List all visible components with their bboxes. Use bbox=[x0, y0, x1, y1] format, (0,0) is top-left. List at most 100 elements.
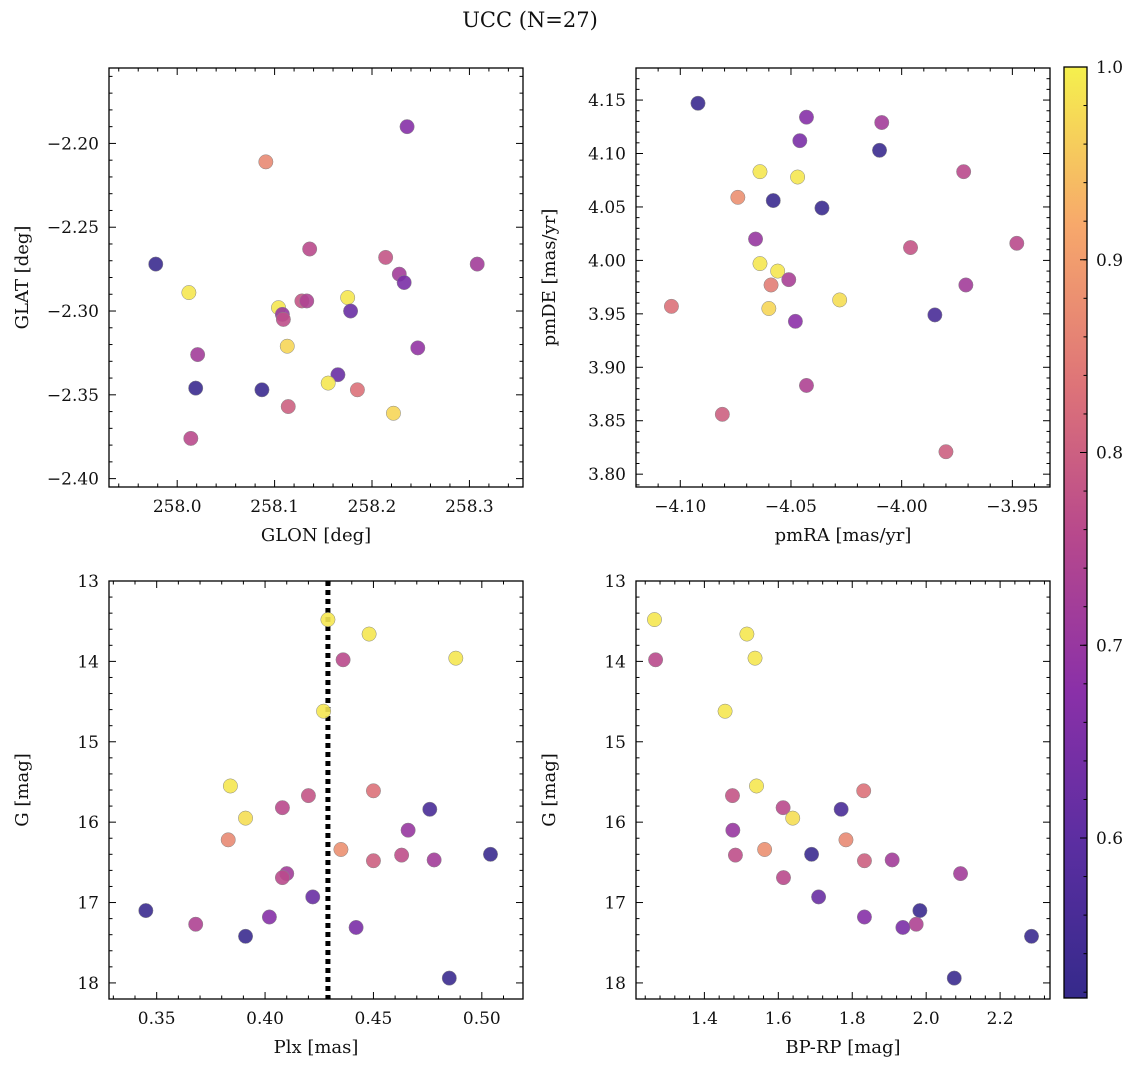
scatter-point bbox=[757, 842, 773, 857]
x-axis-label: Plx [mas] bbox=[274, 1037, 359, 1058]
scatter-point bbox=[752, 164, 768, 180]
axes-frame bbox=[108, 580, 524, 1000]
scatter-point bbox=[785, 810, 801, 826]
axes-frame bbox=[635, 67, 1051, 488]
x-tick-label: 2.0 bbox=[913, 1009, 940, 1029]
scatter-point bbox=[148, 256, 164, 272]
scatter-point bbox=[776, 870, 791, 886]
ticks bbox=[109, 68, 523, 487]
scatter-point bbox=[254, 382, 270, 398]
panel-1: 258.0 258.1 258.2 258.3 −2.40 −2.35 −2.30 −2.25… bbox=[12, 67, 524, 546]
y-tick-label: −2.35 bbox=[47, 386, 99, 406]
scatter-point bbox=[258, 154, 274, 170]
scatter-point bbox=[761, 301, 777, 316]
x-tick-label: −3.95 bbox=[986, 497, 1038, 517]
y-tick-label: 14 bbox=[604, 652, 626, 672]
scatter-point bbox=[1009, 235, 1025, 251]
x-axis-label: pmRA [mas/yr] bbox=[775, 525, 912, 546]
y-axis-label: GLAT [deg] bbox=[12, 226, 33, 330]
scatter-point bbox=[448, 650, 464, 666]
y-tick-label: 16 bbox=[77, 813, 99, 833]
scatter-point bbox=[775, 800, 791, 816]
colorbar-tick-label: 1.0 bbox=[1096, 58, 1123, 78]
scatter-point bbox=[790, 169, 806, 185]
y-tick-label: −2.40 bbox=[47, 470, 99, 490]
scatter-point bbox=[422, 801, 438, 817]
scatter-point bbox=[799, 109, 814, 125]
scatter-point bbox=[305, 889, 321, 905]
y-tick-label: 3.95 bbox=[588, 305, 626, 325]
points bbox=[647, 612, 1039, 986]
scatter-point bbox=[441, 970, 457, 986]
x-axis-label: GLON [deg] bbox=[261, 525, 371, 546]
scatter-point bbox=[349, 382, 365, 398]
scatter-point bbox=[903, 240, 918, 256]
scatter-point bbox=[747, 650, 763, 666]
scatter-point bbox=[469, 256, 485, 272]
scatter-point bbox=[792, 133, 808, 149]
scatter-point bbox=[222, 778, 238, 794]
scatter-point bbox=[335, 652, 351, 668]
colorbar-tick-label: 0.7 bbox=[1096, 636, 1123, 656]
scatter-point bbox=[749, 778, 764, 794]
scatter-point bbox=[330, 367, 346, 383]
scatter-point bbox=[856, 909, 872, 925]
scatter-point bbox=[274, 870, 290, 886]
x-tick-label: 0.50 bbox=[463, 1009, 501, 1029]
x-tick-label: −4.05 bbox=[765, 497, 817, 517]
scatter-point bbox=[647, 612, 662, 628]
x-tick-label: 0.45 bbox=[355, 1009, 393, 1029]
scatter-point bbox=[770, 263, 786, 279]
scatter-point bbox=[958, 277, 974, 293]
scatter-point bbox=[938, 444, 954, 460]
scatter-point bbox=[953, 866, 968, 882]
scatter-point bbox=[748, 231, 764, 247]
y-tick-label: 4.15 bbox=[588, 91, 626, 111]
scatter-point bbox=[483, 846, 498, 862]
axes-frame bbox=[635, 580, 1051, 1000]
scatter-point bbox=[717, 703, 733, 719]
x-tick-label: 1.4 bbox=[691, 1009, 718, 1029]
y-tick-label: 17 bbox=[77, 894, 99, 914]
scatter-point bbox=[727, 847, 743, 863]
x-tick-label: −4.00 bbox=[876, 497, 928, 517]
scatter-point bbox=[275, 311, 291, 327]
y-tick-label: 4.05 bbox=[588, 198, 626, 218]
colorbar: 0.6 0.7 0.8 0.9 1.0 bbox=[1063, 58, 1123, 999]
scatter-point bbox=[690, 95, 706, 111]
scatter-point bbox=[763, 277, 779, 293]
x-tick-label: 2.2 bbox=[987, 1009, 1014, 1029]
scatter-point bbox=[302, 241, 318, 257]
y-tick-label: 18 bbox=[604, 974, 626, 994]
scatter-point bbox=[714, 406, 730, 422]
y-tick-label: −2.20 bbox=[47, 134, 99, 154]
scatter-point bbox=[279, 338, 295, 354]
x-tick-label: 1.8 bbox=[839, 1009, 866, 1029]
scatter-point bbox=[343, 303, 359, 319]
scatter-point bbox=[725, 822, 741, 838]
points bbox=[148, 119, 485, 446]
y-tick-label: 3.80 bbox=[588, 465, 626, 485]
scatter-point bbox=[874, 115, 890, 130]
colorbar-frame bbox=[1063, 66, 1088, 999]
y-tick-label: 15 bbox=[77, 733, 99, 753]
scatter-point bbox=[730, 189, 746, 205]
y-tick-label: 18 bbox=[77, 974, 99, 994]
scatter-point bbox=[781, 272, 797, 288]
scatter-point bbox=[752, 256, 768, 272]
scatter-point bbox=[956, 164, 972, 180]
scatter-point bbox=[832, 292, 848, 308]
panels: 258.0 258.1 258.2 258.3 −2.40 −2.35 −2.30 −2.25… bbox=[12, 67, 1051, 1058]
scatter-point bbox=[884, 852, 900, 868]
y-tick-label: 17 bbox=[604, 894, 626, 914]
scatter-point bbox=[426, 852, 442, 868]
scatter-point bbox=[316, 703, 332, 719]
scatter-point bbox=[138, 903, 154, 919]
x-tick-label: 258.3 bbox=[445, 497, 494, 517]
x-tick-label: 1.6 bbox=[765, 1009, 792, 1029]
scatter-point bbox=[340, 290, 356, 306]
y-tick-label: 13 bbox=[604, 572, 626, 592]
y-tick-label: −2.25 bbox=[47, 218, 99, 238]
scatter-point bbox=[787, 313, 803, 329]
